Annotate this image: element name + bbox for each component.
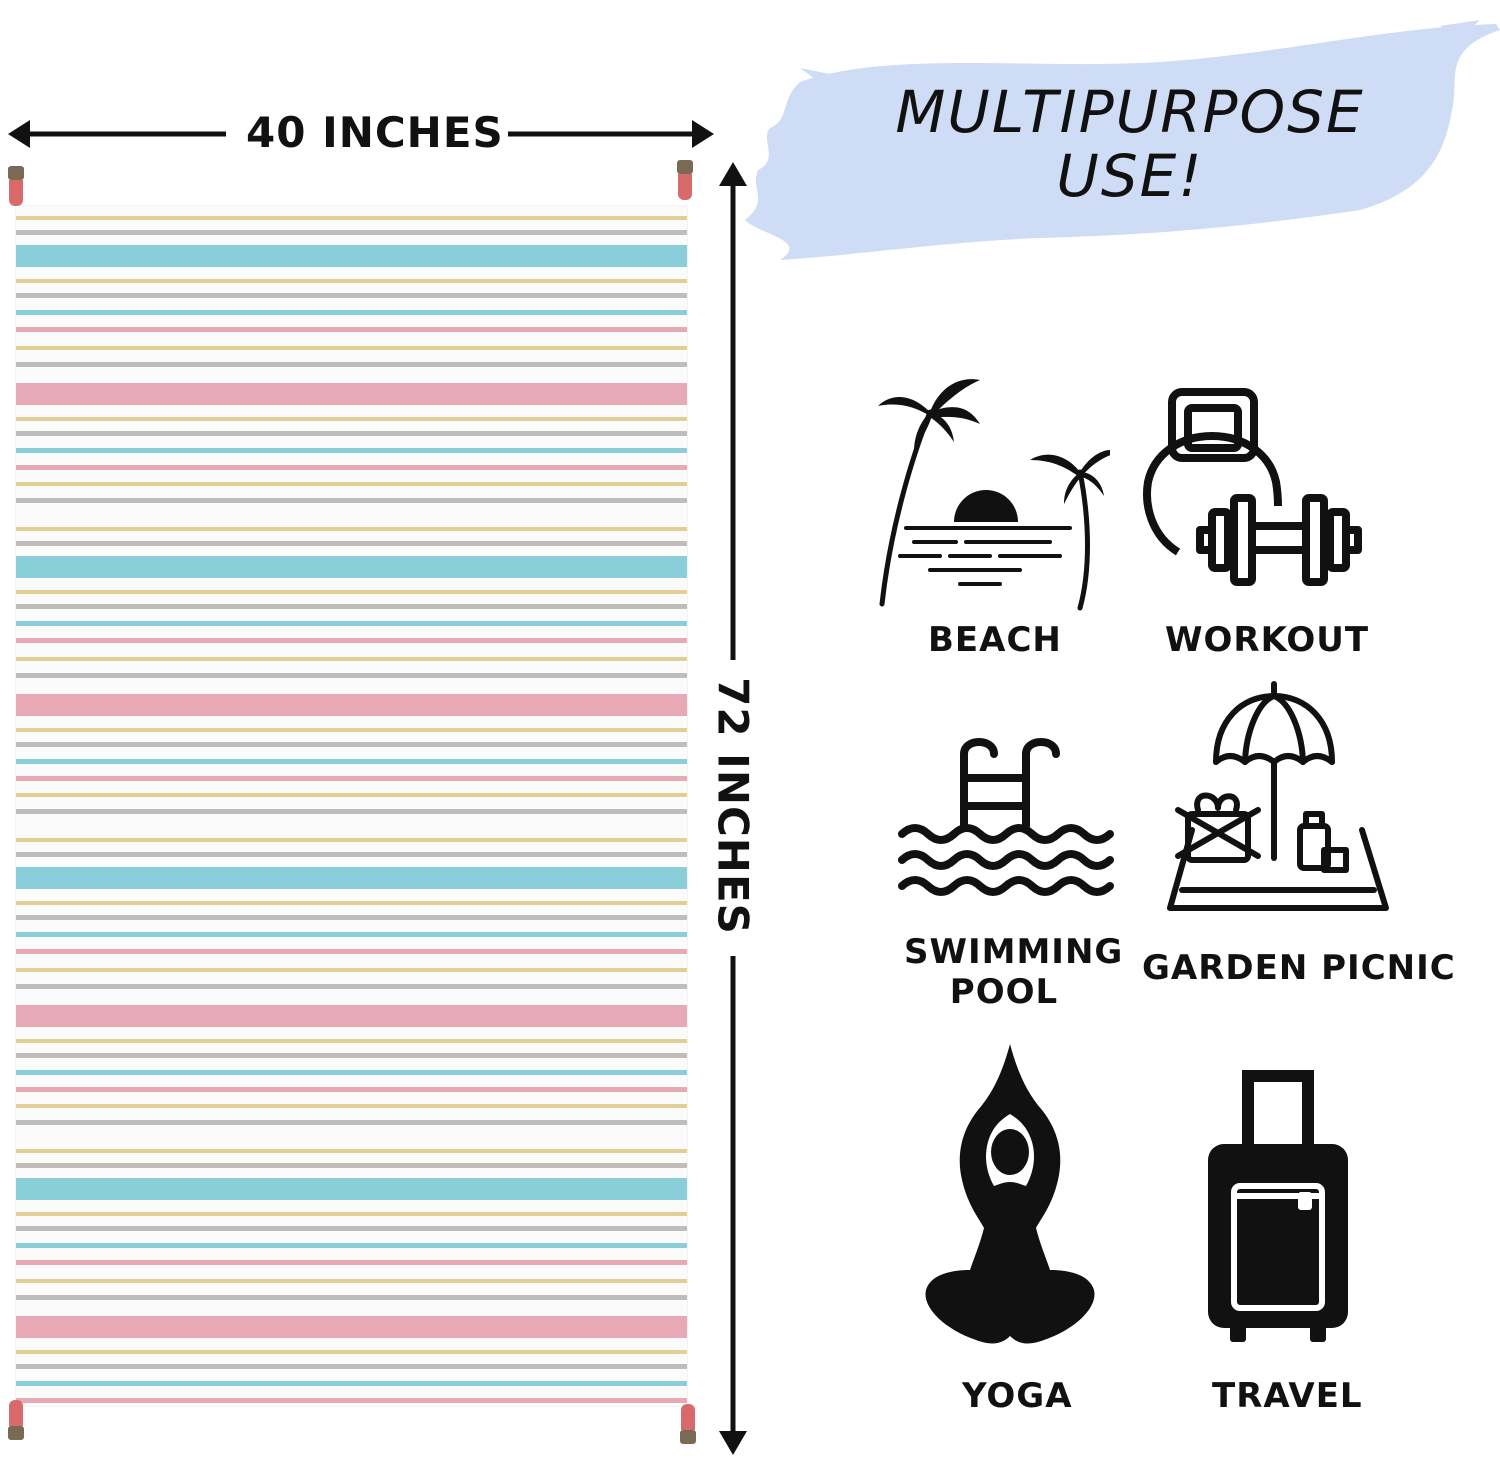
towel-stripe [16,867,687,889]
towel-stripe [16,793,687,797]
towel-stripe [16,728,687,732]
yoga-pose-icon [925,1044,1095,1344]
palm-beach-icon [878,379,1110,611]
use-label-swimming-pool: SWIMMING POOL [904,932,1124,1012]
towel-stripe [16,327,687,332]
height-dimension-arrow [719,162,747,1455]
towel-stripe [16,346,687,350]
towel-stripe [16,949,687,954]
tassel-top-right [677,160,693,200]
towel-stripe [16,657,687,661]
towel-stripe [16,1163,687,1168]
towel-stripe [16,417,687,421]
towel-stripe [16,838,687,842]
towel-stripe [16,556,687,578]
width-label: 40 INCHES [246,108,504,157]
headline: MULTIPURPOSE USE! [840,80,1420,208]
towel-stripe [16,230,687,235]
suitcase-icon [1208,1070,1348,1342]
towel-stripe [16,1260,687,1265]
use-label-swimming: SWIMMING [904,932,1124,972]
tassel-bottom-left [8,1400,24,1440]
towel-stripe [16,852,687,857]
towel-stripe [16,541,687,546]
towel-stripe [16,901,687,905]
tassel-bottom-right [680,1404,696,1444]
towel-stripe [16,638,687,643]
use-label-garden-picnic: GARDEN PICNIC [1142,948,1456,988]
tassel-top-left [8,166,24,206]
towel-stripe [16,498,687,503]
towel-stripe [16,1070,687,1075]
towel-stripe [16,1039,687,1043]
towel-stripe [16,1295,687,1300]
towel-stripe [16,604,687,609]
towel-stripe [16,482,687,486]
towel-stripe [16,293,687,298]
towel-stripe [16,465,687,470]
picnic-umbrella-icon [1167,681,1389,911]
towel-stripe [16,1381,687,1386]
towel-stripe [16,362,687,367]
towel-stripe [16,590,687,594]
towel-stripe [16,1178,687,1200]
towel-stripe [16,932,687,937]
towel-stripe [16,1350,687,1354]
towel-stripe [16,216,687,220]
use-label-travel: TRAVEL [1212,1376,1363,1416]
striped-towel-image [16,206,687,1406]
towel-stripe [16,1120,687,1125]
towel-stripe [16,527,687,531]
towel-stripe [16,1226,687,1231]
towel-stripe [16,1243,687,1248]
towel-stripe [16,742,687,747]
towel-stripe [16,984,687,989]
towel-stripe [16,621,687,626]
towel-stripe [16,383,687,405]
towel-stripe [16,1053,687,1058]
height-label: 72 INCHES [708,677,758,935]
towel-stripe [16,776,687,781]
use-label-yoga: YOGA [962,1376,1073,1416]
towel-stripe [16,673,687,678]
width-dimension-arrow [8,120,714,148]
towel-stripe [16,279,687,283]
towel-stripe [16,809,687,814]
pool-ladder-icon [898,738,1114,896]
towel-stripe [16,694,687,716]
towel-stripe [16,1212,687,1216]
towel-stripe [16,968,687,972]
towel-stripe [16,1005,687,1027]
use-label-workout: WORKOUT [1165,620,1370,660]
kettlebell-dumbbell-icon [1143,388,1362,586]
towel-stripe [16,1279,687,1283]
brush-stroke-banner [745,20,1500,260]
towel-stripe [16,431,687,436]
headline-line2: USE! [1056,142,1204,210]
towel-stripe [16,1316,687,1338]
towel-stripe [16,1364,687,1369]
use-label-pool: POOL [949,972,1059,1012]
towel-stripe [16,1104,687,1108]
towel-stripe [16,759,687,764]
towel-stripe [16,448,687,453]
towel-stripe [16,1398,687,1403]
headline-line1: MULTIPURPOSE [895,78,1365,146]
towel-stripe [16,1149,687,1153]
towel-stripe [16,310,687,315]
towel-stripe [16,1087,687,1092]
towel-stripe [16,245,687,267]
towel-stripe [16,915,687,920]
use-label-beach: BEACH [928,620,1062,660]
